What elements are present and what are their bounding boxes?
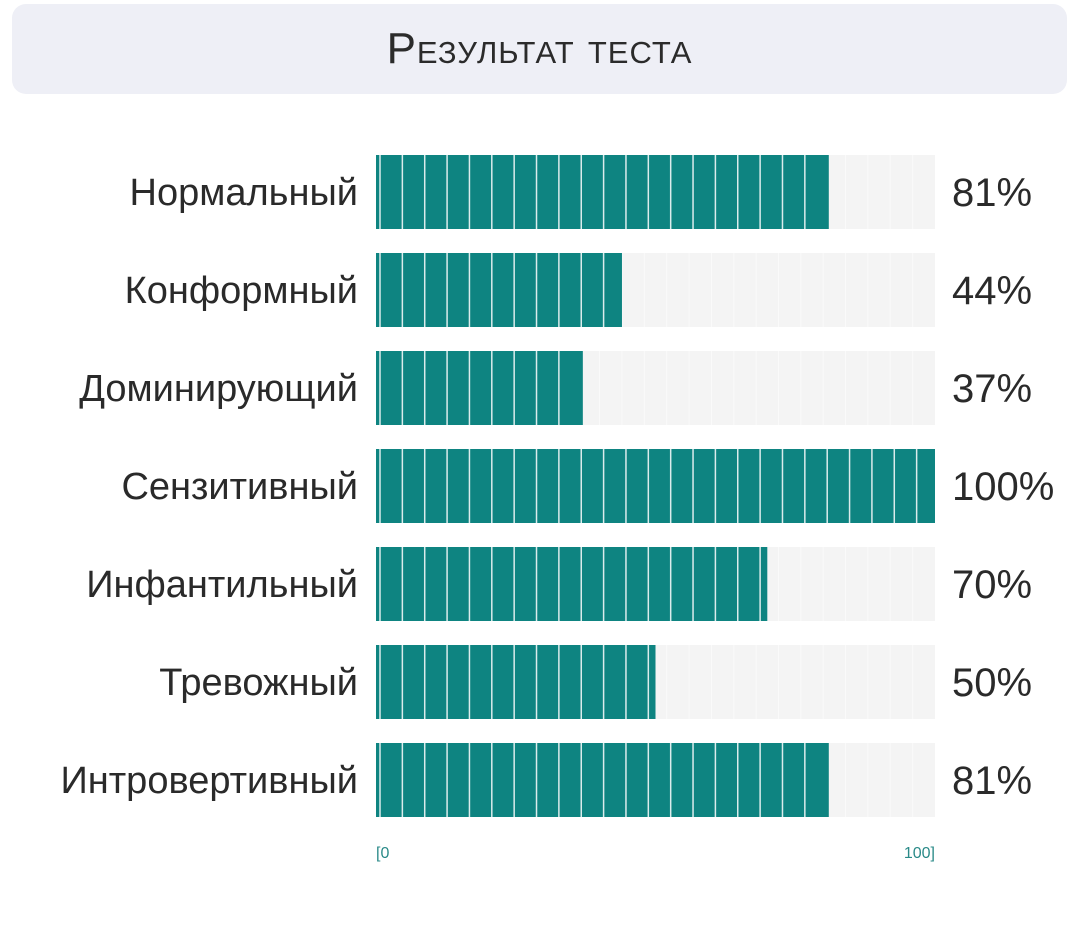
x-tick-label-max: 100] — [904, 845, 935, 862]
value-label: 70% — [952, 563, 1032, 607]
category-label: Конформный — [125, 270, 358, 312]
value-label: 37% — [952, 367, 1032, 411]
bar-row: Сензитивный 100% — [121, 449, 1054, 523]
bar-fill — [376, 351, 583, 425]
value-label: 100% — [952, 465, 1054, 509]
bar-fill — [376, 253, 622, 327]
title-banner: Результат теста — [12, 4, 1067, 94]
bar-row: Интровертивный 81% — [60, 743, 1032, 817]
category-label: Нормальный — [130, 172, 358, 214]
category-label: Сензитивный — [121, 466, 358, 508]
category-label: Доминирующий — [79, 368, 358, 410]
value-label: 81% — [952, 171, 1032, 215]
bar-fill — [376, 449, 935, 523]
bar-fill — [376, 155, 829, 229]
bar-row: Инфантильный 70% — [86, 547, 1032, 621]
bar-fill — [376, 743, 829, 817]
value-label: 50% — [952, 661, 1032, 705]
x-tick-label-min: [0 — [376, 845, 389, 862]
bar-row: Нормальный 81% — [130, 155, 1032, 229]
value-label: 44% — [952, 269, 1032, 313]
bar-row: Конформный 44% — [125, 253, 1032, 327]
bar-row: Тревожный 50% — [159, 645, 1032, 719]
category-label: Инфантильный — [86, 564, 358, 606]
bar-row: Доминирующий 37% — [79, 351, 1032, 425]
bar-fill — [376, 547, 768, 621]
value-label: 81% — [952, 759, 1032, 803]
bar-fill — [376, 645, 656, 719]
category-label: Тревожный — [159, 662, 358, 704]
chart-title: Результат теста — [386, 24, 693, 73]
category-label: Интровертивный — [60, 760, 358, 802]
